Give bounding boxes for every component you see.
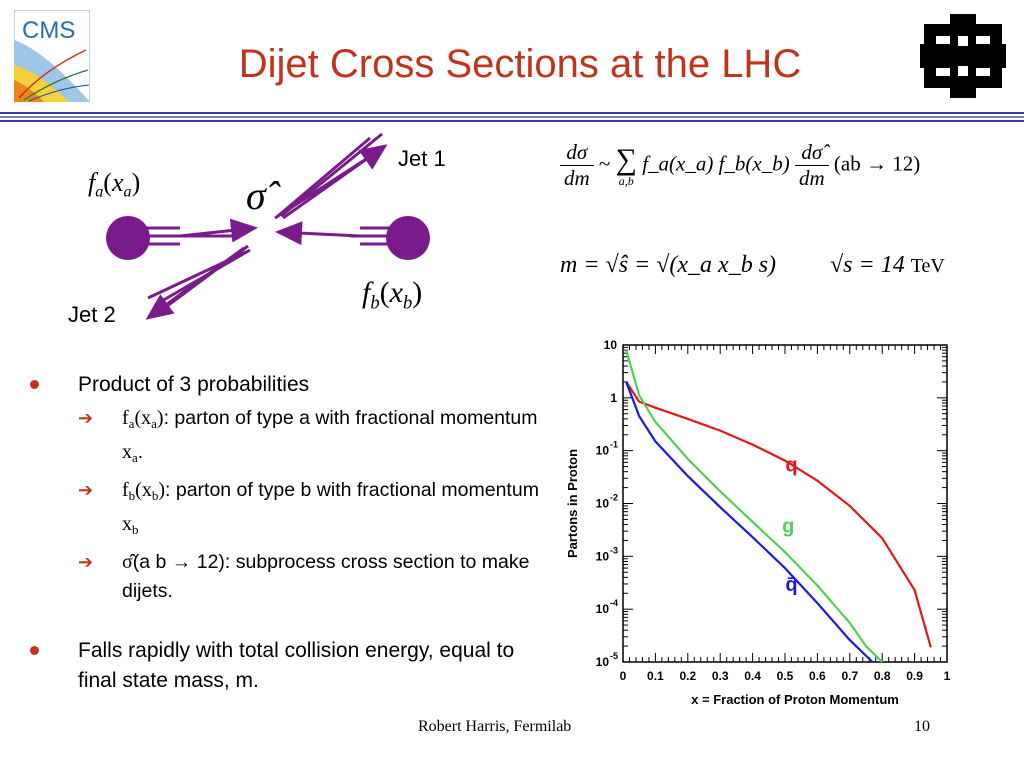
proton-a (106, 216, 150, 260)
y-tick-label: 10 (596, 444, 610, 458)
y-tick-exponent: -5 (610, 651, 618, 661)
sigma-hat: σ̂ (246, 173, 266, 218)
bullet-item: Product of 3 probabilities (30, 370, 550, 400)
jet-1 (274, 132, 388, 220)
arrow-icon: ➔ (78, 552, 94, 572)
bullet-list: Product of 3 probabilities ➔ fa(xa): par… (30, 370, 550, 700)
header-rule-2 (0, 116, 1024, 118)
bullet-dot-icon (30, 646, 39, 655)
y-tick-exponent: -2 (610, 493, 618, 503)
parton-distribution-chart: 0 0.1 0.2 0.3 0.4 0.5 0.6 0.7 0.8 0.9 110110-110-2… (565, 338, 951, 707)
cms-logo: CMS (14, 10, 90, 102)
x-tick-label: 0.7 (841, 669, 858, 683)
x-tick-label: 0.6 (809, 669, 826, 683)
arrow-icon: ➔ (78, 408, 94, 428)
y-tick-label: 1 (610, 391, 617, 405)
cross-section-formula: dσ dm ~ ∑ a,b f_a(x_a) f_b(x_b) dσ̂ dm (ab… (560, 140, 920, 191)
y-tick-exponent: -3 (610, 545, 618, 555)
sub-bullet-item: ➔ fb(xb): parton of type b with fraction… (30, 476, 550, 544)
x-tick-label: 0.2 (679, 669, 696, 683)
jet-2-label: Jet 2 (68, 302, 116, 327)
x-tick-label: 0.4 (744, 669, 761, 683)
incoming-beam-right (275, 221, 405, 246)
chart-frame (622, 344, 948, 663)
series-line-1 (625, 349, 883, 663)
series-line-2 (625, 381, 874, 663)
y-tick-exponent: -4 (610, 598, 618, 608)
mass-formula: m = √ŝ = √(x_a x_b s) (560, 252, 777, 278)
sub-bullet-item: ➔ fa(xa): parton of type a with fraction… (30, 404, 550, 472)
y-tick-label: 10 (596, 655, 610, 669)
fb-label: fb(xb) (362, 276, 423, 314)
y-tick-label: 10 (596, 497, 610, 511)
jet-1-label: Jet 1 (398, 146, 446, 171)
bullet-item: Falls rapidly with total collision energ… (30, 636, 550, 696)
cms-logo-text: CMS (22, 17, 75, 44)
jet-2 (145, 244, 251, 320)
fermilab-logo (920, 14, 1006, 98)
header-rule-3 (0, 120, 1024, 122)
sub-bullet-item: ➔ σ̂(a b → 12): subprocess cross section… (30, 548, 550, 606)
x-tick-label: 0 (620, 669, 627, 683)
y-axis-label: Partons in Proton (565, 449, 580, 558)
arrow-icon: ➔ (78, 480, 94, 500)
x-tick-label: 0.9 (906, 669, 923, 683)
incoming-beam-left (145, 218, 258, 246)
proton-b (386, 216, 430, 260)
page-number: 10 (914, 718, 930, 735)
series-label-q: q (785, 455, 797, 477)
y-tick-label: 10 (604, 338, 618, 352)
x-tick-label: 1 (944, 669, 951, 683)
dijet-diagram (106, 132, 430, 320)
slide-title: Dijet Cross Sections at the LHC (238, 42, 802, 86)
footer-author: Robert Harris, Fermilab (418, 718, 572, 735)
y-tick-exponent: -1 (610, 440, 618, 450)
header-rule-1 (0, 112, 1024, 114)
x-tick-label: 0.5 (777, 669, 794, 683)
series-label-qbar: q̄ (785, 574, 797, 596)
energy-formula: √s = 14 TeV (830, 252, 945, 278)
x-axis-label: x = Fraction of Proton Momentum (691, 692, 899, 707)
series-label-g: g (782, 516, 794, 538)
bullet-dot-icon (30, 380, 39, 389)
series-line-0 (625, 381, 932, 648)
y-tick-label: 10 (596, 549, 610, 563)
y-tick-label: 10 (596, 602, 610, 616)
x-tick-label: 0.3 (712, 669, 729, 683)
x-tick-label: 0.1 (647, 669, 664, 683)
x-tick-label: 0.8 (874, 669, 891, 683)
fa-label: fa(xa) (88, 168, 141, 201)
